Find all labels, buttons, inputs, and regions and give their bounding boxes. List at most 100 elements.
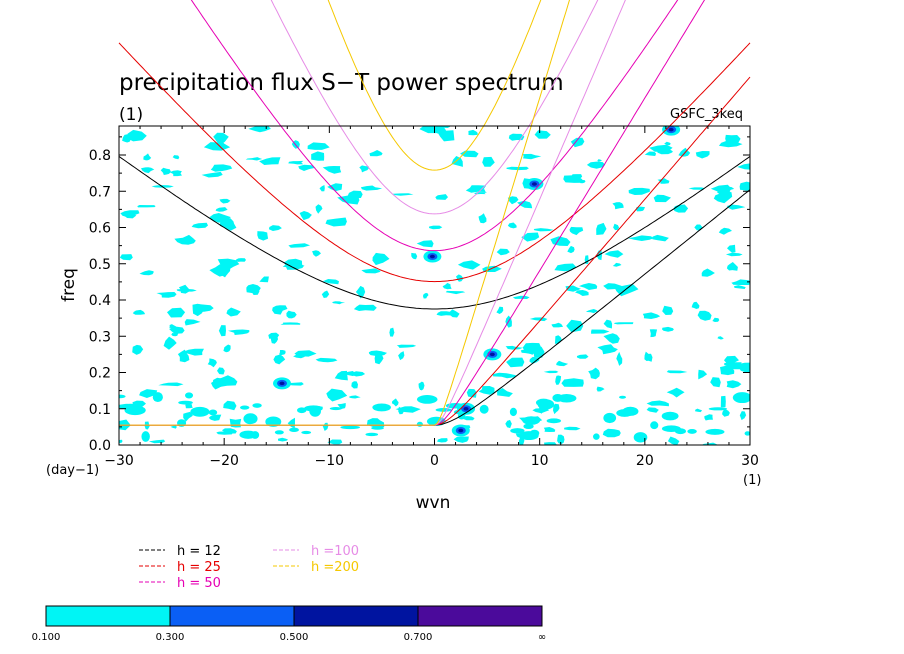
contour-patch: [614, 283, 639, 297]
contour-patch: [416, 240, 434, 248]
contour-patch: [280, 322, 301, 325]
contour-patch: [557, 434, 565, 445]
contour-patch: [453, 436, 469, 443]
color-bar-segment: [293, 605, 419, 627]
contour-patch: [726, 380, 742, 389]
contour-patch: [395, 406, 421, 413]
contour-maximum-core: [429, 254, 435, 259]
contour-patch: [661, 411, 679, 421]
contour-patch: [724, 355, 739, 365]
contour-patch: [122, 134, 132, 143]
contour-patch: [156, 292, 177, 298]
contour-patch: [591, 329, 610, 334]
contour-patch: [712, 317, 720, 322]
y-tick-label: 0.7: [89, 184, 111, 200]
contour-patch: [185, 392, 194, 399]
contour-patch: [533, 228, 554, 232]
contour-patch: [344, 371, 356, 377]
contour-patch: [429, 225, 443, 230]
contour-patch: [478, 213, 487, 224]
contour-patch: [325, 217, 347, 227]
contour-maximum-core: [463, 406, 469, 411]
contour-patch: [564, 426, 581, 431]
ig-curve-h12: [118, 155, 751, 310]
contour-patch: [372, 403, 391, 412]
contour-patch: [371, 426, 384, 430]
contour-patch: [177, 419, 187, 427]
contour-patch: [596, 222, 607, 235]
contour-patch: [697, 310, 712, 321]
contour-patch: [119, 439, 123, 444]
x-tick-label: 30: [741, 453, 759, 469]
contour-patch: [245, 157, 263, 161]
contour-patch: [158, 382, 184, 387]
contour-patch: [705, 428, 725, 435]
legend-label: h =100: [311, 544, 359, 559]
contour-patch: [566, 319, 584, 333]
contour-patch: [210, 164, 233, 172]
contour-patch: [555, 375, 562, 385]
contour-patch: [248, 126, 271, 133]
contour-patch: [235, 258, 246, 262]
y-tick-label: 0.6: [89, 221, 111, 237]
contour-patch: [496, 306, 504, 314]
contour-patch: [268, 225, 282, 231]
contour-patch: [534, 130, 551, 139]
contour-patch: [603, 319, 613, 329]
contour-patch: [652, 234, 669, 242]
chart-title: precipitation flux S−T power spectrum: [119, 70, 564, 96]
contour-patch: [666, 370, 688, 374]
contour-patch: [366, 418, 385, 429]
contour-patch: [463, 416, 475, 421]
contour-patch: [569, 226, 584, 236]
contour-patch: [744, 431, 750, 436]
contour-patch: [510, 428, 525, 434]
contour-patch: [351, 371, 366, 377]
contour-patch: [240, 405, 250, 410]
contour-patch: [698, 369, 708, 380]
y-axis-unit: (day−1): [46, 463, 99, 478]
contour-patch: [177, 349, 190, 363]
color-bar-label: 0.700: [404, 632, 433, 643]
contour-patch: [278, 437, 289, 442]
contour-patch: [642, 312, 661, 319]
contour-patch: [522, 416, 541, 425]
contour-patch: [172, 155, 180, 160]
contour-patch: [604, 250, 624, 258]
contour-patch: [571, 174, 583, 180]
contour-patch: [529, 356, 540, 364]
contour-patch: [543, 370, 559, 374]
contour-patch: [319, 185, 325, 192]
contour-patch: [392, 193, 414, 196]
contour-patch: [529, 317, 548, 322]
contour-patch: [732, 392, 750, 404]
color-bar-label: 0.500: [280, 632, 309, 643]
contour-patch: [694, 224, 703, 231]
contour-patch: [497, 388, 513, 397]
contour-patch: [288, 243, 311, 248]
contour-patch: [738, 362, 750, 373]
contour-patch: [322, 279, 339, 285]
contour-patch: [445, 290, 466, 295]
contour-patch: [465, 185, 487, 193]
contour-patch: [287, 417, 295, 429]
contour-patch: [460, 150, 479, 158]
contour-patch: [311, 151, 325, 161]
contour-patch: [286, 310, 297, 319]
contour-patch: [272, 305, 288, 315]
contour-patch: [673, 204, 689, 213]
contour-patch: [726, 204, 746, 210]
contour-patch: [391, 398, 399, 407]
contour-patch: [304, 405, 323, 412]
contour-patch: [141, 167, 155, 174]
contour-patch: [543, 427, 556, 432]
contour-patch: [596, 386, 605, 392]
y-tick-label: 0.4: [89, 293, 111, 309]
contour-patch: [218, 325, 226, 337]
contour-patch: [713, 191, 733, 204]
contour-patch: [507, 196, 519, 205]
color-bar-label: 0.100: [32, 632, 61, 643]
x-axis-label: wvn: [416, 493, 451, 513]
y-tick-label: 0.8: [89, 148, 111, 164]
